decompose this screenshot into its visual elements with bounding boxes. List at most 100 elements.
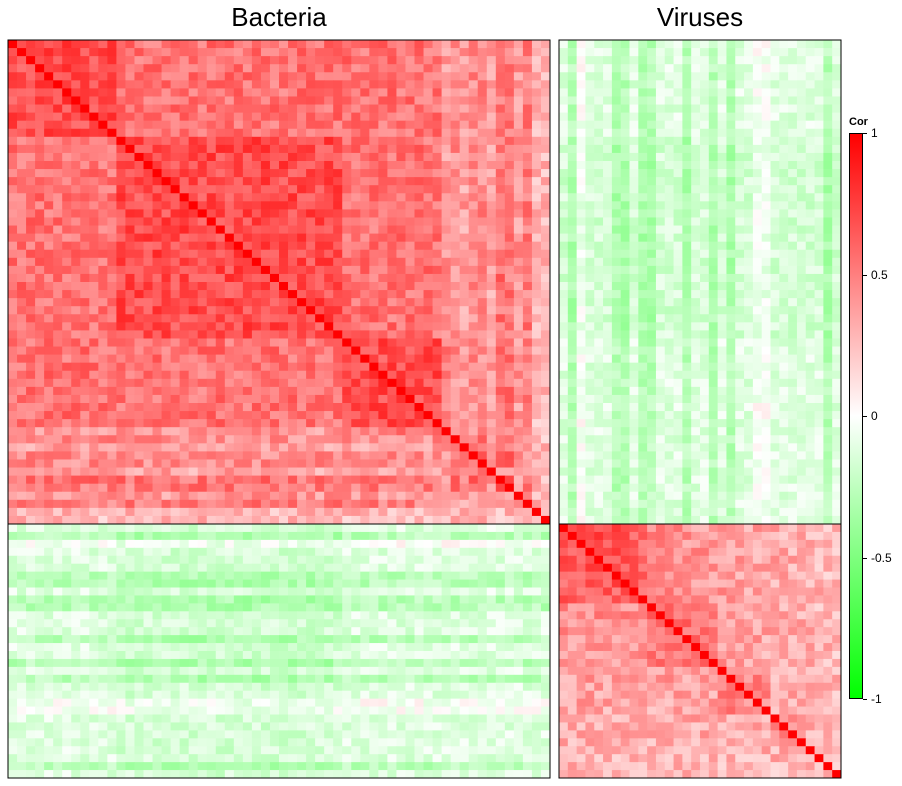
heatmap-cell <box>260 88 271 97</box>
heatmap-cell <box>761 338 771 347</box>
heatmap-cell <box>823 112 833 122</box>
heatmap-cell <box>206 209 217 218</box>
heatmap-cell <box>559 370 569 380</box>
heatmap-cell <box>80 56 90 65</box>
heatmap-cell <box>655 72 666 81</box>
heatmap-cell <box>513 185 524 194</box>
heatmap-cell <box>378 48 388 57</box>
heatmap-cell <box>279 233 289 243</box>
heatmap-cell <box>805 346 815 355</box>
heatmap-cell <box>823 354 833 364</box>
heatmap-cell <box>761 185 771 194</box>
heatmap-cell <box>611 282 622 291</box>
heatmap-cell <box>297 467 307 476</box>
heatmap-cell <box>717 273 727 283</box>
heatmap-cell <box>468 152 479 162</box>
heatmap-cell <box>585 144 595 154</box>
heatmap-cell <box>324 403 334 412</box>
heatmap-cell <box>188 362 199 372</box>
heatmap-cell <box>495 507 506 517</box>
heatmap-cell <box>522 241 533 251</box>
heatmap-cell <box>540 403 551 412</box>
heatmap-cell <box>233 411 244 420</box>
heatmap-cell <box>269 177 280 186</box>
heatmap-cell <box>540 265 551 275</box>
heatmap-cell <box>396 419 406 428</box>
heatmap-cell <box>611 298 622 307</box>
heatmap-cell <box>423 72 433 81</box>
heatmap-cell <box>477 314 488 323</box>
heatmap-cell <box>477 378 488 388</box>
heatmap-cell <box>468 169 479 178</box>
heatmap-cell <box>134 354 144 364</box>
heatmap-cell <box>522 322 533 331</box>
heatmap-cell <box>179 104 190 113</box>
heatmap-cell <box>306 338 316 347</box>
heatmap-cell <box>224 112 235 122</box>
heatmap-cell <box>98 225 108 234</box>
heatmap-cell <box>342 459 352 468</box>
heatmap-cell <box>432 467 442 476</box>
heatmap-cell <box>369 136 379 146</box>
heatmap-cell <box>269 161 280 170</box>
heatmap-cell <box>387 370 397 380</box>
heatmap-cell <box>197 330 208 339</box>
heatmap-cell <box>315 346 325 355</box>
heatmap-cell <box>71 370 81 380</box>
heatmap-cell <box>315 265 325 275</box>
heatmap-cell <box>823 265 833 275</box>
heatmap-cell <box>188 459 199 468</box>
heatmap-cell <box>279 370 289 380</box>
heatmap-cell <box>814 177 824 186</box>
heatmap-cell <box>17 177 27 186</box>
heatmap-cell <box>206 48 217 57</box>
heatmap-cell <box>735 306 745 315</box>
heatmap-cell <box>170 201 181 210</box>
heatmap-cell <box>53 169 63 178</box>
heatmap-cell <box>735 40 745 49</box>
heatmap-cell <box>107 362 117 372</box>
heatmap-cell <box>80 273 90 283</box>
heatmap-cell <box>161 403 171 412</box>
heatmap-cell <box>35 427 45 436</box>
heatmap-cell <box>206 394 217 404</box>
heatmap-cell <box>161 56 171 65</box>
heatmap-cell <box>513 88 524 97</box>
heatmap-cell <box>215 459 226 468</box>
heatmap-cell <box>80 378 90 388</box>
heatmap-cell <box>832 193 842 202</box>
heatmap-cell <box>152 265 162 275</box>
heatmap-cell <box>673 96 683 105</box>
heatmap-cell <box>585 282 595 291</box>
heatmap-cell <box>333 241 343 251</box>
heatmap-cell <box>450 177 461 186</box>
heatmap-cell <box>224 491 235 501</box>
heatmap-cell <box>134 475 144 485</box>
heatmap-cell <box>405 467 415 476</box>
heatmap-cell <box>8 290 18 299</box>
heatmap-cell <box>269 515 280 525</box>
heatmap-cell <box>620 273 630 283</box>
heatmap-cell <box>125 40 135 49</box>
heatmap-cell <box>342 427 352 436</box>
heatmap-cell <box>405 209 415 218</box>
heatmap-cell <box>682 209 692 218</box>
heatmap-cell <box>279 48 289 57</box>
heatmap-cell <box>647 346 657 355</box>
heatmap-cell <box>522 499 533 509</box>
heatmap-cell <box>288 475 298 485</box>
heatmap-cell <box>832 96 842 105</box>
heatmap-cell <box>441 475 452 485</box>
heatmap-cell <box>691 330 701 339</box>
heatmap-cell <box>405 257 415 267</box>
heatmap-cell <box>71 394 81 404</box>
heatmap-cell <box>441 403 452 412</box>
heatmap-cell <box>682 298 692 307</box>
heatmap-cell <box>315 225 325 234</box>
heatmap-cell <box>89 128 99 138</box>
heatmap-cell <box>26 403 36 412</box>
heatmap-cell <box>594 96 604 105</box>
heatmap-cell <box>324 346 334 355</box>
heatmap-cell <box>8 386 18 396</box>
heatmap-cell <box>567 201 578 210</box>
